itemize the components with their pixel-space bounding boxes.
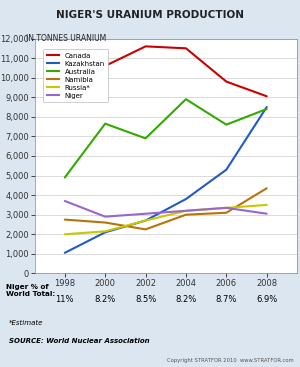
Text: IN TONNES URANIUM: IN TONNES URANIUM [26,34,106,43]
Text: 8.2%: 8.2% [94,295,116,304]
Text: 8.2%: 8.2% [175,295,196,304]
Text: 11%: 11% [56,295,74,304]
Text: SOURCE: World Nuclear Association: SOURCE: World Nuclear Association [9,338,150,344]
Text: 6.9%: 6.9% [256,295,277,304]
Text: Copyright STRATFOR 2010  www.STRATFOR.com: Copyright STRATFOR 2010 www.STRATFOR.com [167,358,294,363]
Legend: Canada, Kazakhstan, Australia, Namibia, Russia*, Niger: Canada, Kazakhstan, Australia, Namibia, … [43,49,109,102]
Text: 8.7%: 8.7% [216,295,237,304]
Text: Niger % of
World Total:: Niger % of World Total: [6,284,55,297]
Text: *Estimate: *Estimate [9,320,44,326]
Text: 8.5%: 8.5% [135,295,156,304]
Text: NIGER'S URANIUM PRODUCTION: NIGER'S URANIUM PRODUCTION [56,10,244,20]
